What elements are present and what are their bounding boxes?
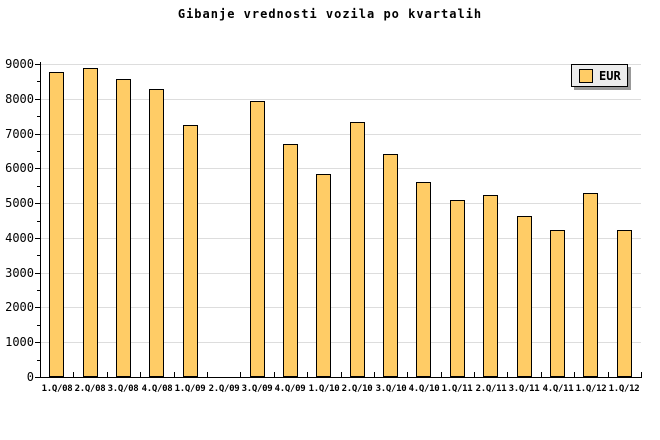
bar-1.Q/11 [450,200,465,377]
x-tick-17 [608,372,609,377]
y-tick-label-9000: 9000 [5,57,34,71]
gridline-2000 [41,307,641,309]
legend: EUR [571,64,628,87]
bar-3.Q/10 [383,154,398,377]
bar-1.Q/12 [583,193,598,377]
y-major-tick-5000 [35,203,40,204]
x-tick-12 [441,372,442,377]
x-tick-label-6: 3.Q/09 [241,384,273,394]
x-tick-label-13: 2.Q/11 [475,384,507,394]
x-tick-label-14: 3.Q/11 [508,384,540,394]
y-major-tick-1000 [35,342,40,343]
x-tick-label-2: 3.Q/08 [107,384,139,394]
x-tick-13 [474,372,475,377]
y-major-tick-6000 [35,168,40,169]
x-tick-4 [174,372,175,377]
bar-2.Q/08 [83,68,98,377]
y-tick-label-7000: 7000 [5,127,34,141]
bar-1.Q/10 [316,174,331,377]
bar-3.Q/08 [116,79,131,377]
legend-swatch-icon [579,68,593,83]
x-axis-line [40,377,642,378]
y-major-tick-2000 [35,307,40,308]
y-major-tick-7000 [35,134,40,135]
x-tick-label-12: 1.Q/11 [441,384,473,394]
x-tick-label-17: 1.Q/12 [608,384,640,394]
gridline-7000 [41,133,641,135]
x-tick-label-0: 1.Q/08 [41,384,73,394]
y-tick-label-5000: 5000 [5,196,34,210]
bar-3.Q/11 [517,216,532,377]
y-minor-tick-2500 [37,290,40,291]
x-tick-14 [507,372,508,377]
x-tick-15 [541,372,542,377]
bar-1.Q/09 [183,125,198,377]
x-tick-3 [140,372,141,377]
y-minor-tick-5500 [37,186,40,187]
x-tick-9 [341,372,342,377]
bar-2.Q/10 [350,122,365,377]
x-tick-label-7: 4.Q/09 [274,384,306,394]
x-tick-label-16: 1.Q/12 [575,384,607,394]
x-tick-label-5: 2.Q/09 [208,384,240,394]
y-minor-tick-6500 [37,151,40,152]
y-tick-label-8000: 8000 [5,92,34,106]
bar-4.Q/11 [550,230,565,377]
x-tick-1 [73,372,74,377]
gridline-1000 [41,342,641,344]
y-minor-tick-7500 [37,116,40,117]
x-tick-label-11: 4.Q/10 [408,384,440,394]
x-tick-label-3: 4.Q/08 [141,384,173,394]
x-tick-18 [641,372,642,377]
x-tick-label-10: 3.Q/10 [375,384,407,394]
y-major-tick-4000 [35,238,40,239]
x-tick-label-8: 1.Q/10 [308,384,340,394]
x-tick-5 [207,372,208,377]
y-major-tick-8000 [35,99,40,100]
y-tick-label-3000: 3000 [5,266,34,280]
bar-4.Q/10 [416,182,431,377]
bar-2.Q/11 [483,195,498,377]
x-tick-2 [107,372,108,377]
x-tick-6 [240,372,241,377]
bar-1.Q/08 [49,72,64,377]
y-major-tick-9000 [35,64,40,65]
y-minor-tick-1500 [37,325,40,326]
bar-4.Q/09 [283,144,298,377]
y-minor-tick-8500 [37,81,40,82]
x-tick-16 [574,372,575,377]
x-tick-label-9: 2.Q/10 [341,384,373,394]
bar-1.Q/12 [617,230,632,377]
y-axis-line [40,62,41,378]
gridline-3000 [41,272,641,274]
y-minor-tick-3500 [37,255,40,256]
x-tick-11 [407,372,408,377]
x-tick-10 [374,372,375,377]
x-tick-label-1: 2.Q/08 [74,384,106,394]
gridline-4000 [41,237,641,239]
y-minor-tick-500 [37,360,40,361]
x-tick-7 [274,372,275,377]
bar-4.Q/08 [149,89,164,377]
x-tick-8 [307,372,308,377]
bar-3.Q/09 [250,101,265,377]
y-tick-label-1000: 1000 [5,335,34,349]
x-tick-label-15: 4.Q/11 [542,384,574,394]
gridline-9000 [41,64,641,65]
y-minor-tick-4500 [37,221,40,222]
gridline-6000 [41,168,641,170]
x-tick-label-4: 1.Q/09 [174,384,206,394]
gridline-8000 [41,98,641,100]
y-tick-label-6000: 6000 [5,161,34,175]
gridline-5000 [41,203,641,205]
y-major-tick-3000 [35,273,40,274]
y-tick-label-4000: 4000 [5,231,34,245]
y-tick-label-2000: 2000 [5,300,34,314]
legend-label: EUR [599,68,621,83]
y-major-tick-0 [35,377,40,378]
chart-title: Gibanje vrednosti vozila po kvartalih [177,7,483,21]
y-tick-label-0: 0 [26,370,34,384]
